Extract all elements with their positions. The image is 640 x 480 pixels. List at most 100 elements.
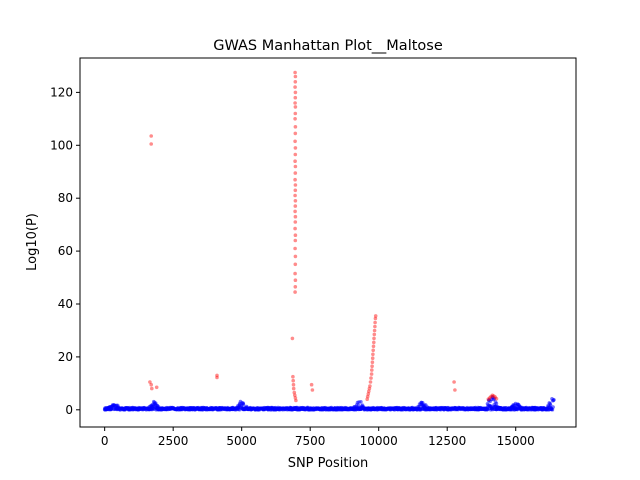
snp-point-significant — [293, 101, 297, 105]
snp-point-significant — [368, 384, 372, 388]
snp-point-significant — [293, 271, 297, 276]
snp-point-significant — [215, 373, 219, 378]
snp-point-significant — [370, 356, 375, 361]
snp-point-significant — [309, 382, 314, 387]
snp-point-significant — [293, 164, 298, 169]
x-tick-label: 15000 — [497, 434, 535, 448]
snp-point-significant — [369, 372, 374, 376]
snp-point-significant — [291, 386, 296, 391]
snp-point-significant — [148, 380, 152, 384]
snp-point-significant — [215, 375, 219, 380]
snp-point-significant — [293, 125, 298, 129]
snp-point-significant — [371, 352, 375, 357]
snp-point-significant — [365, 397, 370, 402]
snp-point-significant — [293, 278, 298, 283]
snp-point-significant — [293, 177, 297, 182]
snp-point-significant — [149, 134, 153, 138]
snp-point-significant — [149, 142, 153, 146]
snp-point-below-threshold — [241, 402, 246, 407]
y-tick-label: 60 — [58, 244, 73, 258]
snp-point-significant — [293, 152, 298, 157]
snp-point-significant — [293, 214, 298, 219]
y-axis: 0 20 40 60 80 100 120 — [50, 85, 80, 417]
snp-point-significant — [293, 85, 297, 89]
snp-point-significant — [366, 392, 371, 396]
snp-point-significant — [291, 382, 296, 387]
x-tick-label: 12500 — [428, 434, 466, 448]
snp-point-significant — [372, 336, 376, 341]
snp-point-significant — [370, 360, 375, 365]
snp-point-significant — [293, 246, 297, 251]
snp-point-significant — [293, 290, 297, 294]
snp-point-significant — [493, 395, 498, 399]
snp-point-significant — [368, 380, 373, 384]
snp-point-significant — [490, 393, 495, 398]
snp-point-significant — [370, 368, 374, 372]
chart-title: GWAS Manhattan Plot__Maltose — [213, 38, 443, 54]
x-tick-label: 5000 — [226, 434, 257, 448]
snp-point-significant — [293, 233, 298, 237]
snp-point-below-threshold — [494, 401, 499, 406]
snp-point-significant — [293, 131, 298, 136]
axes-frame — [79, 57, 577, 428]
snp-point-significant — [294, 398, 298, 403]
snp-point-significant — [487, 396, 492, 400]
snp-point-significant — [293, 193, 297, 198]
snp-point-significant — [492, 394, 496, 398]
snp-point-significant — [149, 382, 153, 387]
snp-point-significant — [371, 344, 376, 349]
snp-point-below-threshold — [356, 403, 361, 408]
snp-point-significant — [293, 285, 298, 289]
snp-point-significant — [373, 316, 378, 321]
snp-point-below-threshold — [492, 397, 497, 401]
snp-point-significant — [452, 380, 456, 384]
snp-point-below-threshold — [359, 400, 363, 404]
snp-point-significant — [293, 74, 298, 79]
x-axis-label: SNP Position — [288, 456, 369, 471]
x-tick-label: 0 — [101, 434, 109, 448]
snp-point-significant — [293, 146, 298, 150]
snp-point-significant — [293, 393, 297, 398]
snp-point-significant — [371, 348, 376, 353]
snp-point-significant — [365, 394, 370, 399]
snp-point-significant — [293, 159, 297, 163]
snp-point-significant — [292, 390, 297, 395]
snp-point-significant — [293, 117, 297, 121]
snp-point-significant — [494, 396, 499, 401]
y-tick-label: 120 — [50, 85, 73, 99]
snp-point-significant — [293, 238, 298, 243]
y-axis-label: Log10(P) — [25, 213, 40, 271]
snp-point-significant — [293, 188, 298, 193]
snp-point-significant — [367, 386, 372, 391]
snp-point-significant — [293, 111, 298, 116]
x-tick-label: 7500 — [295, 434, 326, 448]
snp-point-significant — [293, 209, 297, 214]
snp-point-significant — [373, 324, 377, 329]
snp-point-significant — [293, 139, 297, 144]
snp-point-significant — [373, 320, 377, 325]
snp-point-significant — [293, 95, 298, 100]
snp-point-significant — [293, 90, 298, 95]
y-tick-label: 40 — [58, 297, 73, 311]
snp-point-significant — [293, 204, 298, 208]
snp-point-significant — [154, 385, 159, 390]
snp-point-significant — [290, 336, 295, 341]
snp-point-significant — [293, 80, 298, 84]
snp-point-significant — [291, 374, 295, 379]
snp-point-below-threshold — [551, 405, 555, 409]
snp-point-significant — [310, 388, 315, 392]
x-tick-label: 2500 — [158, 434, 189, 448]
y-tick-label: 20 — [58, 350, 73, 364]
snp-point-significant — [489, 394, 493, 399]
snp-point-below-threshold — [548, 403, 553, 407]
y-tick-label: 0 — [65, 403, 73, 417]
snp-point-significant — [150, 386, 154, 391]
snp-point-significant — [293, 262, 298, 267]
snp-point-significant — [293, 220, 298, 224]
snp-point-significant — [372, 332, 377, 337]
snp-point-significant — [291, 378, 296, 383]
snp-point-significant — [453, 388, 457, 392]
snp-point-significant — [372, 328, 377, 333]
snp-point-significant — [293, 226, 297, 231]
